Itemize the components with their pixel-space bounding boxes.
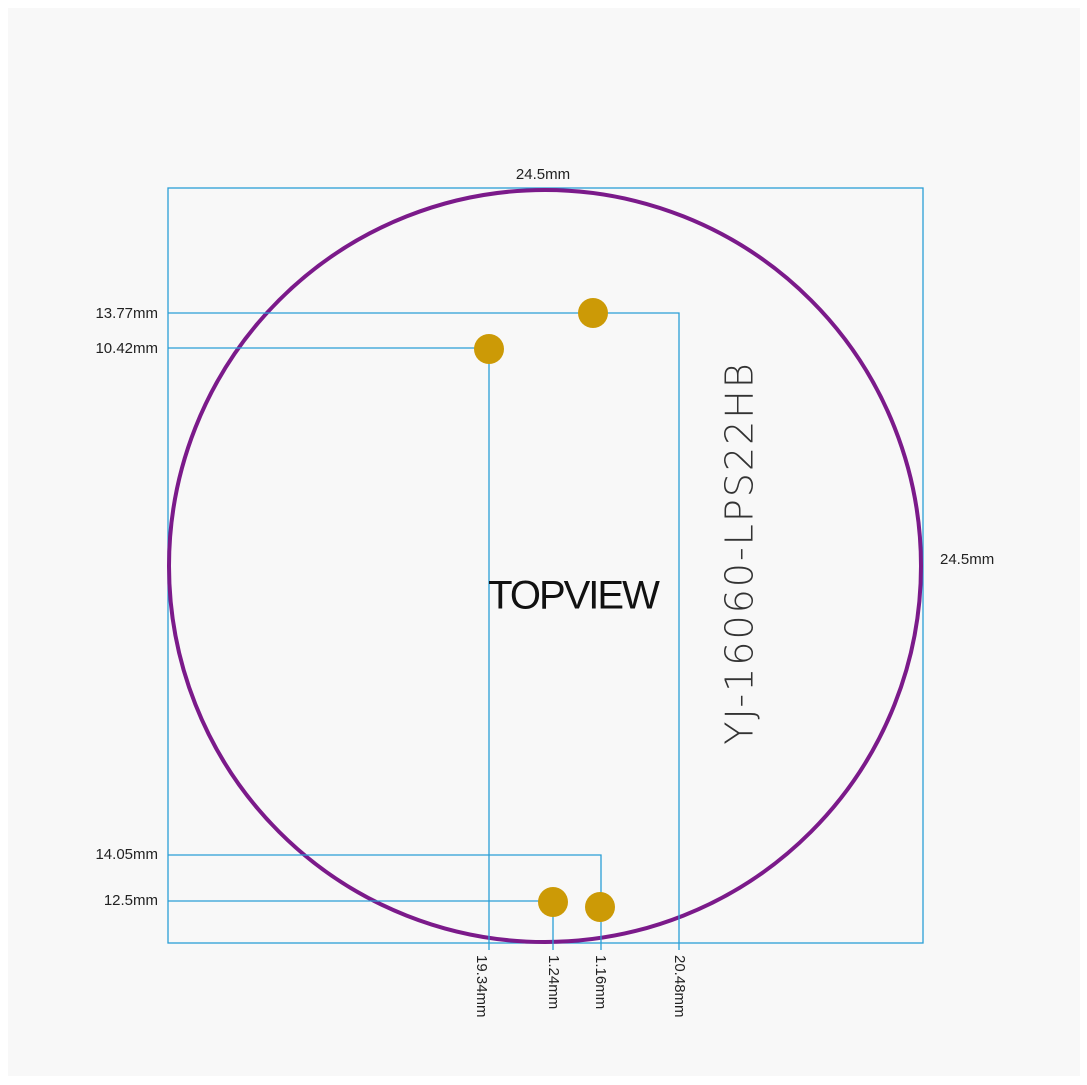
bottom-label: 19.34mm: [473, 955, 490, 1018]
width-label: 24.5mm: [516, 166, 570, 183]
pad: [474, 334, 504, 364]
height-label: 24.5mm: [940, 551, 994, 568]
left-label: 14.05mm: [95, 846, 158, 863]
sensor-outline: [167, 188, 923, 944]
title: TOPVIEW: [488, 574, 660, 618]
left-label: 10.42mm: [95, 340, 158, 357]
pad: [585, 892, 615, 922]
left-label: 13.77mm: [95, 305, 158, 322]
bottom-label: 1.24mm: [545, 955, 562, 1009]
bottom-label: 20.48mm: [671, 955, 688, 1018]
pad: [578, 298, 608, 328]
bottom-label: 1.16mm: [592, 955, 609, 1009]
dimension-line: [168, 312, 680, 950]
pad: [538, 887, 568, 917]
left-label: 12.5mm: [104, 892, 158, 909]
model-label: YJ-16060-LPS22HB: [718, 361, 762, 744]
